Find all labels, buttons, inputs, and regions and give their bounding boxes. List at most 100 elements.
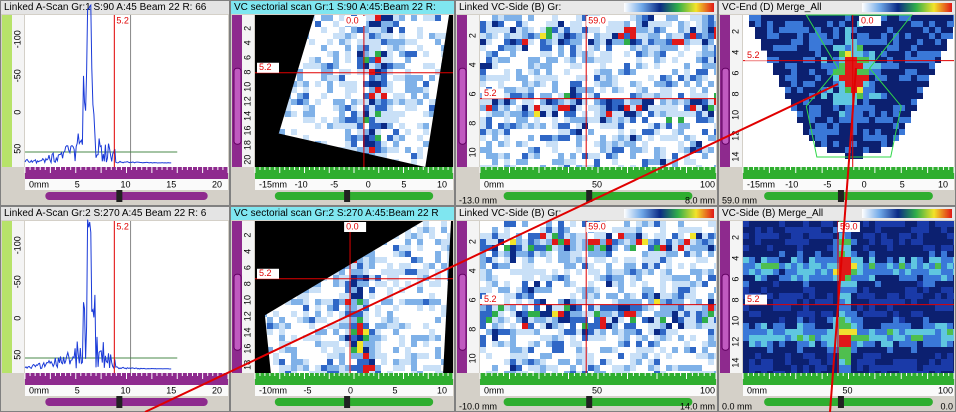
scan-cell [441, 287, 447, 293]
scan-cell [767, 27, 773, 33]
depth-slider[interactable] [234, 274, 241, 350]
scroll-thumb[interactable] [838, 190, 844, 202]
scan-cell [845, 87, 851, 93]
depth-slider[interactable] [459, 274, 466, 350]
scan-cell [510, 51, 516, 57]
depth-slider[interactable] [459, 68, 466, 144]
scan-cell [845, 105, 851, 111]
scan-cell [588, 323, 594, 329]
scan-cell [303, 81, 309, 87]
depth-slider[interactable] [234, 68, 241, 144]
scan-cell [423, 227, 429, 233]
scan-cell [435, 269, 441, 275]
scan-cell [510, 317, 516, 323]
scroll-track[interactable] [45, 398, 207, 406]
scan-cell [815, 135, 821, 141]
scroll-track[interactable] [275, 192, 433, 200]
scan-cell [480, 15, 486, 21]
scan-cell [417, 311, 423, 317]
scan-cell [564, 159, 570, 165]
scan-cell [845, 45, 851, 51]
scan-cell [803, 153, 809, 159]
scan-cell [393, 341, 399, 347]
scan-cell [540, 111, 546, 117]
scan-cell [564, 147, 570, 153]
scroll-track[interactable] [504, 192, 693, 200]
scan-cell [678, 233, 684, 239]
scan-cell [528, 51, 534, 57]
scan-cell [612, 317, 618, 323]
scan-cell [486, 221, 492, 227]
scan-cell [546, 221, 552, 227]
scan-cell [708, 245, 714, 251]
scan-cell [672, 63, 678, 69]
scroll-track[interactable] [275, 398, 433, 406]
scan-cell [743, 111, 749, 117]
scan-cell [690, 141, 696, 147]
scan-cell [486, 117, 492, 123]
view-panel[interactable]: VC sectorial scan Gr:1 S:90 A:45:Beam 22… [230, 0, 455, 206]
scan-cell [540, 317, 546, 323]
scan-cell [411, 227, 417, 233]
scan-cell [435, 281, 441, 287]
scan-cell [773, 69, 779, 75]
scroll-thumb[interactable] [116, 190, 122, 202]
scan-cell [785, 21, 791, 27]
scan-cell [869, 105, 875, 111]
scan-cell [528, 305, 534, 311]
view-panel[interactable]: Linked VC-Side (B) Gr:24681059.05.20mm50… [455, 0, 718, 206]
scan-cell [504, 251, 510, 257]
scan-cell [863, 117, 869, 123]
scan-cell [935, 51, 941, 57]
scan-cell [642, 257, 648, 263]
depth-slider[interactable] [722, 68, 729, 144]
scroll-track[interactable] [764, 192, 933, 200]
scan-cell [381, 75, 387, 81]
scan-cell [528, 227, 534, 233]
scan-cell [773, 135, 779, 141]
scan-cell [785, 15, 791, 21]
scan-cell [839, 75, 845, 81]
scan-cell [339, 135, 345, 141]
scan-cell [935, 135, 941, 141]
scan-cell [393, 111, 399, 117]
scan-cell [321, 293, 327, 299]
scan-cell [582, 39, 588, 45]
scan-cell [528, 105, 534, 111]
scan-cell [480, 305, 486, 311]
scan-cell [339, 111, 345, 117]
scan-cell [387, 335, 393, 341]
y-scale-label: 4 [242, 40, 252, 45]
scan-cell [327, 293, 333, 299]
view-panel[interactable]: Linked A-Scan Gr:2 S:270 A:45 Beam 22 R:… [0, 206, 230, 412]
scan-cell [929, 27, 935, 33]
view-panel[interactable]: Linked A-Scan Gr:1 S:90 A:45 Beam 22 R: … [0, 0, 230, 206]
scan-cell [678, 263, 684, 269]
scan-cell [321, 111, 327, 117]
scroll-track[interactable] [45, 192, 207, 200]
scan-cell [618, 159, 624, 165]
scroll-thumb[interactable] [344, 396, 350, 408]
view-panel[interactable]: VC sectorial scan Gr:2 S:270 A:45:Beam 2… [230, 206, 455, 412]
view-panel[interactable]: VC-End (D) Merge_All24681012140.05.2-15m… [718, 0, 956, 206]
scan-cell [612, 69, 618, 75]
scan-cell [498, 221, 504, 227]
scan-cell [480, 257, 486, 263]
scan-cell [630, 275, 636, 281]
scan-cell [498, 21, 504, 27]
scan-cell [672, 287, 678, 293]
view-panel[interactable]: Linked VC-Side (B) Gr:24681059.05.20mm50… [455, 206, 718, 412]
scroll-thumb[interactable] [116, 396, 122, 408]
scan-cell [785, 39, 791, 45]
scan-cell [684, 45, 690, 51]
scan-cell [606, 159, 612, 165]
scan-cell [423, 341, 429, 347]
scan-cell [309, 135, 315, 141]
scan-cell [522, 227, 528, 233]
scan-cell [648, 21, 654, 27]
scan-cell [654, 135, 660, 141]
scan-cell [660, 105, 666, 111]
scan-cell [351, 335, 357, 341]
scroll-thumb[interactable] [586, 190, 592, 202]
scroll-thumb[interactable] [344, 190, 350, 202]
